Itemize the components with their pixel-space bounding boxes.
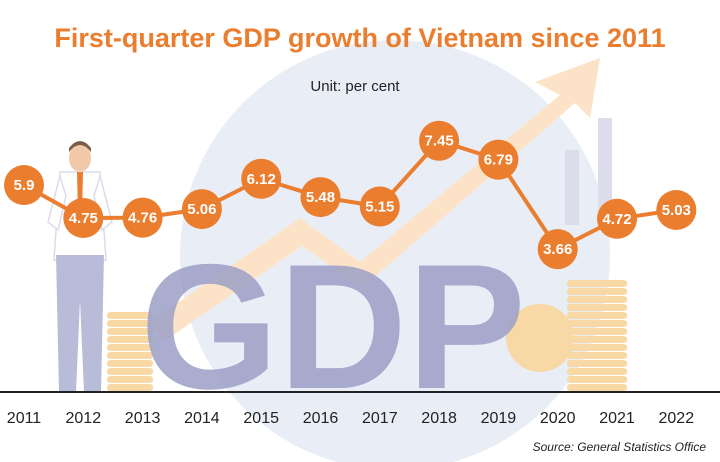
value-label-2020: 3.66 [543, 241, 572, 258]
background-bar [598, 118, 612, 225]
x-tick-label-2014: 2014 [184, 410, 220, 427]
coin-icon [506, 304, 574, 372]
x-tick-label-2021: 2021 [599, 410, 635, 427]
x-axis-tick-labels: 2011 2012 2013 2014 2015 2016 2017 2018 2019 2020… [7, 410, 694, 427]
coin [107, 360, 153, 367]
data-markers: 5.9 4.75 4.76 5.06 6.12 5.48 5.15 7.45 6.79 3.66 4… [4, 120, 697, 270]
data-point-2021 [597, 198, 637, 239]
coin [107, 320, 153, 327]
coin [567, 288, 627, 295]
x-tick-label-2017: 2017 [362, 410, 398, 427]
coin [107, 344, 153, 351]
coin [567, 328, 627, 335]
coin [567, 312, 627, 319]
data-point-2011 [4, 165, 44, 206]
data-point-2017 [359, 186, 400, 227]
chart-title: First-quarter GDP growth of Vietnam sinc… [54, 23, 665, 53]
data-point-2019 [478, 139, 519, 180]
gdp-watermark-text: GDP [140, 227, 526, 426]
x-tick-label-2012: 2012 [66, 410, 102, 427]
coin [567, 384, 627, 391]
data-point-2014 [181, 189, 222, 230]
value-label-2019: 6.79 [484, 152, 513, 169]
coin [107, 312, 153, 319]
background-rising-arrow [150, 58, 600, 340]
x-tick-label-2015: 2015 [243, 410, 279, 427]
data-point-2012 [63, 197, 104, 238]
coin [107, 376, 153, 383]
coin [567, 376, 627, 383]
x-tick-label-2011: 2011 [7, 410, 42, 427]
data-point-2020 [537, 229, 578, 270]
data-point-2016 [300, 177, 341, 218]
value-label-2014: 5.06 [187, 201, 216, 218]
value-label-2017: 5.15 [365, 199, 394, 216]
value-label-2022: 5.03 [662, 202, 691, 219]
coin [567, 304, 627, 311]
coin [567, 352, 627, 359]
coin [567, 296, 627, 303]
data-point-2013 [122, 197, 163, 238]
x-tick-label-2019: 2019 [481, 410, 517, 427]
coin [107, 384, 153, 391]
businessman-illustration [47, 141, 113, 392]
coin [567, 336, 627, 343]
value-label-2012: 4.75 [69, 210, 98, 227]
data-point-2022 [656, 189, 697, 230]
coin [107, 352, 153, 359]
coin [567, 368, 627, 375]
x-tick-label-2013: 2013 [125, 410, 161, 427]
coin [567, 344, 627, 351]
data-point-2015 [241, 158, 282, 199]
coin [567, 360, 627, 367]
value-label-2011: 5.9 [14, 177, 35, 194]
coin-stack-left [107, 312, 153, 391]
value-label-2016: 5.48 [306, 189, 335, 206]
coin [567, 280, 627, 287]
coin [107, 368, 153, 375]
coin-stack-right [567, 280, 627, 391]
coin [107, 336, 153, 343]
value-label-2021: 4.72 [602, 211, 631, 228]
coin [107, 328, 153, 335]
unit-label: Unit: per cent [310, 78, 400, 95]
data-point-2018 [419, 120, 460, 161]
background-bar [565, 150, 579, 225]
value-label-2018: 7.45 [424, 133, 453, 150]
value-label-2013: 4.76 [128, 210, 157, 227]
x-tick-label-2018: 2018 [421, 410, 457, 427]
x-tick-label-2022: 2022 [659, 410, 695, 427]
value-label-2015: 6.12 [247, 171, 276, 188]
source-note: Source: General Statistics Office [533, 440, 707, 454]
coin [567, 320, 627, 327]
x-tick-label-2016: 2016 [303, 410, 339, 427]
x-tick-label-2020: 2020 [540, 410, 576, 427]
